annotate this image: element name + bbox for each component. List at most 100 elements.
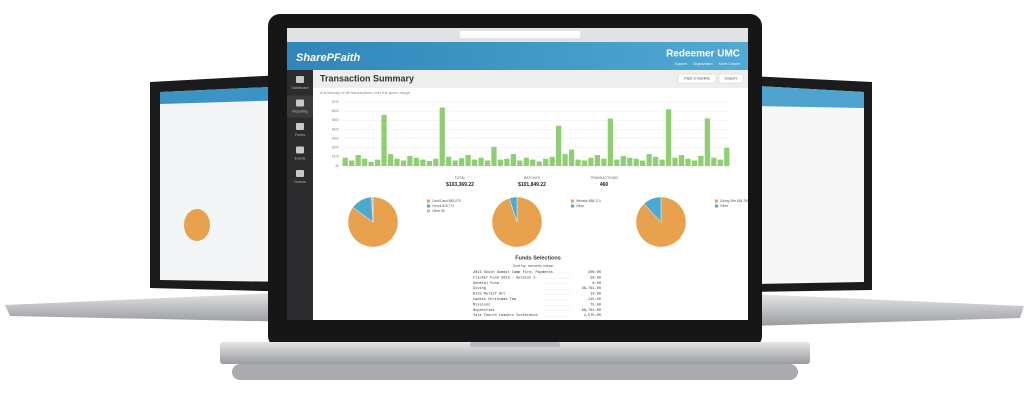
left-base bbox=[5, 292, 300, 322]
bar bbox=[633, 158, 639, 166]
bar bbox=[433, 158, 439, 166]
stat-value: 460 bbox=[600, 182, 609, 188]
export-label[interactable]: Export bbox=[725, 76, 737, 81]
bar bbox=[471, 159, 478, 166]
bar bbox=[724, 147, 730, 166]
bar-chart: $0 $100 $200 $300 $400 $500 $600 $700 bbox=[332, 100, 730, 168]
pie-slice bbox=[347, 196, 399, 248]
nav-icon[interactable] bbox=[296, 123, 304, 130]
main-notch bbox=[470, 342, 560, 347]
bar bbox=[588, 157, 594, 166]
bar bbox=[620, 155, 626, 166]
bar bbox=[543, 158, 549, 166]
fund-name: Yale Church Leaders Conference bbox=[473, 313, 538, 318]
left-pie bbox=[184, 209, 210, 241]
bar bbox=[568, 149, 575, 166]
range-label[interactable]: Past 3 months bbox=[684, 76, 710, 81]
fund-name: Clicker Fund 2013 - Session 2 bbox=[473, 275, 536, 280]
pie-slice bbox=[643, 196, 662, 223]
nav-icon[interactable] bbox=[296, 146, 304, 154]
stat-value: $101,849.22 bbox=[518, 182, 546, 188]
legend-label: Giving Site $84,756 bbox=[720, 199, 749, 203]
bar bbox=[387, 154, 394, 166]
bar bbox=[355, 155, 361, 166]
bar bbox=[672, 157, 678, 166]
app-header bbox=[287, 42, 748, 70]
bar bbox=[459, 158, 465, 166]
address-bar[interactable] bbox=[460, 31, 580, 38]
right-header bbox=[758, 86, 864, 108]
y-tick-label: $500 bbox=[332, 118, 339, 122]
bar bbox=[478, 157, 484, 166]
legend-swatch bbox=[715, 199, 718, 203]
nav-icon[interactable] bbox=[296, 76, 304, 83]
bar bbox=[510, 154, 516, 166]
bar bbox=[446, 156, 452, 166]
legend-label: Other bbox=[576, 204, 585, 208]
bar bbox=[627, 157, 633, 166]
nav-icon[interactable] bbox=[296, 99, 304, 107]
header-link[interactable]: Kevin Cramer bbox=[719, 62, 741, 66]
bar bbox=[536, 161, 542, 166]
funds-list: 2013 South Summit Camp Fire, Payments 200… bbox=[473, 270, 601, 318]
bar bbox=[362, 158, 368, 166]
logo[interactable]: SharePFaith bbox=[296, 52, 360, 64]
bar bbox=[640, 160, 646, 166]
nav-icon[interactable] bbox=[296, 170, 304, 177]
range-button[interactable] bbox=[677, 73, 717, 84]
stat-label: BATCHES bbox=[524, 176, 541, 180]
fund-name: Missions bbox=[473, 302, 490, 307]
fund-amount: 1,575.00 bbox=[584, 314, 601, 318]
bar bbox=[368, 161, 374, 166]
bar bbox=[413, 157, 419, 166]
main-base-foot bbox=[232, 364, 798, 380]
stat-value: $103,369.22 bbox=[446, 182, 474, 188]
left-laptop bbox=[5, 74, 300, 322]
nav-label[interactable]: Dashboard bbox=[291, 86, 308, 90]
nav-label[interactable]: Donors bbox=[294, 180, 306, 184]
bar bbox=[394, 158, 400, 166]
fund-name: General Fund bbox=[473, 281, 499, 286]
fund-name: Kids Relief Act bbox=[473, 292, 505, 297]
y-tick-label: $700 bbox=[332, 100, 339, 104]
bar bbox=[711, 157, 717, 166]
bar bbox=[439, 107, 445, 166]
nav-label[interactable]: Reporting bbox=[292, 109, 307, 113]
legend-label: Check $16,774 bbox=[432, 204, 454, 208]
bar bbox=[342, 157, 348, 166]
funds-sort[interactable]: Sort by: numeric name bbox=[513, 263, 554, 268]
stats: TOTAL $103,369.22 BATCHES $101,849.22 TRANSA… bbox=[446, 176, 618, 188]
stat-label: TOTAL bbox=[455, 176, 466, 180]
legend-label: Other bbox=[720, 204, 729, 208]
header-link[interactable]: Support bbox=[674, 62, 686, 66]
bar bbox=[400, 160, 407, 166]
bar bbox=[614, 159, 620, 166]
legend-label: Other $0 bbox=[432, 209, 445, 213]
bar bbox=[594, 155, 601, 166]
fund-amount: 38,761.00 bbox=[582, 287, 601, 291]
bar bbox=[504, 158, 510, 166]
bar bbox=[659, 159, 665, 166]
bar bbox=[465, 155, 471, 166]
legend-label: Website $88,174 bbox=[576, 199, 601, 203]
right-base bbox=[750, 294, 1024, 326]
legend-label: Card/Cash $85,075 bbox=[432, 199, 461, 203]
legend-swatch bbox=[427, 199, 430, 203]
fund-name: Ladies Christmas Tea bbox=[473, 297, 517, 302]
fund-amount: 115.00 bbox=[588, 298, 601, 302]
sidebar-items: Dashboard Reporting Forms Events Donors bbox=[287, 76, 313, 184]
legend-swatch bbox=[571, 199, 574, 203]
legend-swatch bbox=[571, 204, 574, 208]
title-bar bbox=[313, 70, 748, 88]
nav-label[interactable]: Forms bbox=[295, 133, 305, 137]
header-link[interactable]: Organization bbox=[693, 62, 713, 66]
nav-label[interactable]: Events bbox=[295, 156, 306, 160]
page-subtitle: A summary of all transactions over the g… bbox=[320, 90, 411, 95]
bar bbox=[517, 160, 523, 166]
bar bbox=[698, 155, 704, 166]
export-button[interactable] bbox=[718, 73, 744, 84]
page-title: Transaction Summary bbox=[320, 73, 414, 83]
bar bbox=[484, 160, 491, 166]
bar bbox=[420, 159, 426, 166]
